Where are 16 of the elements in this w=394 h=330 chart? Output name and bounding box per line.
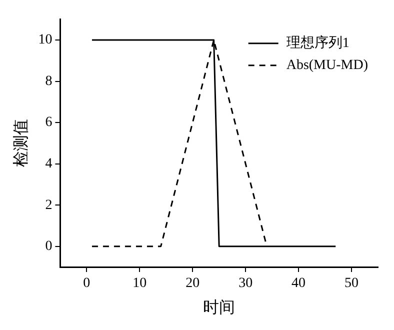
y-tick-label: 10 bbox=[38, 32, 52, 48]
x-tick-label: 0 bbox=[83, 276, 90, 292]
y-tick-label: 8 bbox=[45, 74, 52, 89]
x-tick-label: 10 bbox=[132, 276, 147, 292]
x-tick-label: 20 bbox=[186, 276, 200, 292]
y-tick-label: 6 bbox=[45, 115, 52, 130]
legend-label: Abs(MU-MD) bbox=[286, 58, 368, 74]
y-tick-label: 2 bbox=[45, 198, 52, 213]
y-tick-label: 0 bbox=[45, 239, 52, 254]
x-tick-label: 40 bbox=[292, 276, 306, 292]
y-tick-label: 4 bbox=[45, 156, 52, 172]
y-axis-title: 检测值 bbox=[12, 119, 30, 168]
x-tick-label: 50 bbox=[344, 276, 359, 292]
x-axis-title: 时间 bbox=[203, 298, 236, 317]
legend-label: 理想序列1 bbox=[286, 35, 350, 52]
x-tick-label: 30 bbox=[238, 276, 253, 292]
